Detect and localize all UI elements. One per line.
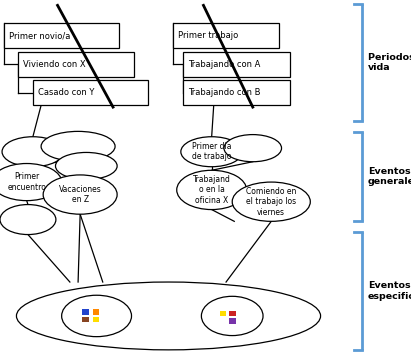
Text: Trabajand
o en la
oficina X: Trabajand o en la oficina X	[193, 175, 231, 205]
Text: Primer novio/a: Primer novio/a	[9, 31, 70, 40]
Ellipse shape	[41, 131, 115, 161]
Text: Eventos
generales: Eventos generales	[368, 167, 411, 186]
Ellipse shape	[62, 295, 132, 337]
Text: Viviendo con X: Viviendo con X	[23, 60, 86, 69]
FancyBboxPatch shape	[229, 318, 236, 324]
FancyBboxPatch shape	[220, 311, 226, 316]
Text: Primer dia
de trabajo: Primer dia de trabajo	[192, 142, 231, 161]
FancyBboxPatch shape	[93, 309, 99, 315]
Text: Trabajando con B: Trabajando con B	[188, 88, 260, 97]
FancyBboxPatch shape	[173, 23, 279, 48]
Ellipse shape	[55, 152, 117, 180]
FancyBboxPatch shape	[183, 52, 290, 77]
Ellipse shape	[2, 137, 64, 167]
Text: Primer trabajo: Primer trabajo	[178, 31, 238, 40]
FancyBboxPatch shape	[183, 80, 290, 105]
Text: Vacaciones
en Z: Vacaciones en Z	[59, 185, 102, 204]
FancyBboxPatch shape	[18, 52, 134, 77]
FancyBboxPatch shape	[82, 309, 89, 315]
Text: Comiendo en
el trabajo los
viernes: Comiendo en el trabajo los viernes	[246, 187, 296, 217]
Ellipse shape	[16, 282, 321, 350]
Ellipse shape	[0, 205, 56, 235]
Text: Periodos de
vida: Periodos de vida	[368, 53, 411, 72]
Text: Eventos
especificos: Eventos especificos	[368, 281, 411, 301]
Ellipse shape	[177, 170, 247, 210]
Ellipse shape	[232, 182, 310, 221]
Text: Primer
encuentro: Primer encuentro	[7, 172, 46, 192]
FancyBboxPatch shape	[82, 317, 89, 322]
Ellipse shape	[43, 175, 117, 214]
Text: Trabajando con A: Trabajando con A	[188, 60, 260, 69]
Ellipse shape	[224, 135, 282, 162]
Ellipse shape	[181, 137, 242, 167]
FancyBboxPatch shape	[4, 23, 119, 48]
Ellipse shape	[0, 164, 62, 201]
FancyBboxPatch shape	[93, 317, 99, 322]
FancyBboxPatch shape	[33, 80, 148, 105]
Text: Casado con Y: Casado con Y	[38, 88, 94, 97]
FancyBboxPatch shape	[229, 311, 236, 316]
Ellipse shape	[201, 296, 263, 336]
